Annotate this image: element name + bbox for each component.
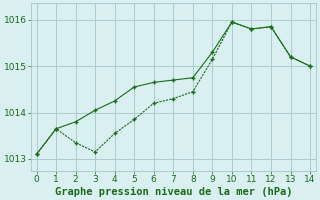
X-axis label: Graphe pression niveau de la mer (hPa): Graphe pression niveau de la mer (hPa)	[54, 186, 292, 197]
